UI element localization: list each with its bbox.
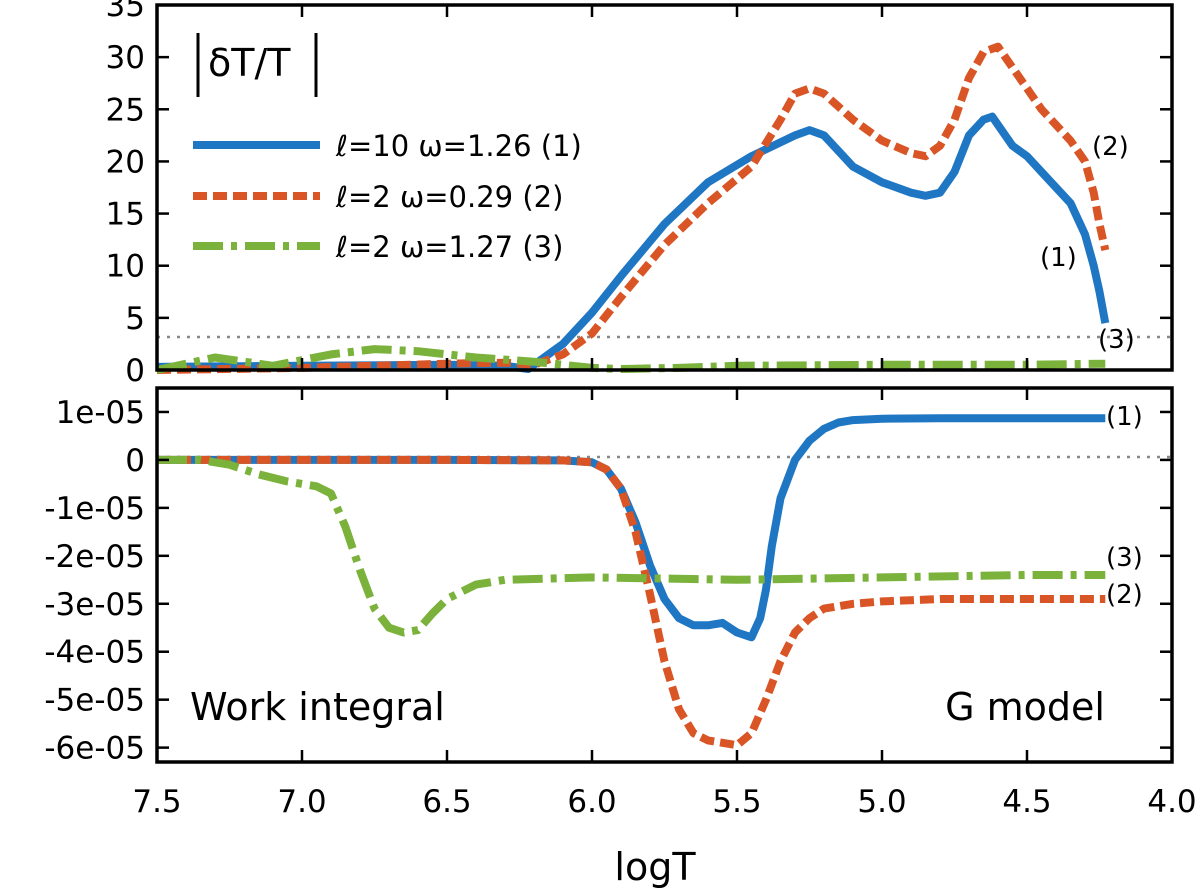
- bottom-ytick-label: -1e-05: [44, 491, 145, 527]
- top-series-3-line: [156, 345, 1106, 374]
- bottom-xtick-label: 6.5: [422, 784, 471, 820]
- legend: ℓ=10 ω=1.26 (1) ℓ=2 ω=0.29 (2) ℓ=2 ω=1.2…: [193, 129, 582, 264]
- bottom-ytick-label: -4e-05: [44, 635, 145, 671]
- bottom-xtick-label: 7.5: [132, 784, 181, 820]
- bottom-series-3-line: [157, 455, 1106, 637]
- legend-label-3: ℓ=2 ω=1.27 (3): [335, 230, 563, 264]
- top-series-2-line: [156, 42, 1110, 374]
- top-y-ticks: 0 5 10 15 20 25 30 35: [106, 0, 1172, 389]
- bottom-ytick-label: -3e-05: [44, 587, 145, 623]
- top-series-1-line: [156, 112, 1110, 373]
- bottom-ytick-label: -2e-05: [44, 539, 145, 575]
- top-tag-2: (2): [1092, 132, 1129, 162]
- bottom-series-2-line: [157, 455, 1106, 750]
- top-tag-1: (1): [1040, 243, 1077, 273]
- top-series-group: [156, 42, 1110, 374]
- bottom-plot-frame: [155, 386, 1174, 764]
- bottom-panel: 1e-05 0 -1e-05 -2e-05 -3e-05 -4e-05 -5e-05 -6e-…: [44, 386, 1197, 889]
- top-ytick-label: 30: [106, 40, 145, 76]
- top-panel-title: δT/T: [196, 33, 318, 97]
- top-ytick-label: 10: [106, 249, 145, 285]
- bottom-tag-3: (3): [1106, 543, 1143, 573]
- bottom-xtick-label: 5.0: [857, 784, 906, 820]
- top-ytick-label: 5: [125, 301, 145, 337]
- annotation-model: G model: [945, 685, 1105, 729]
- bottom-series-group: [157, 414, 1106, 750]
- top-ytick-label: 15: [106, 197, 145, 233]
- top-ytick-label: 0: [125, 353, 145, 389]
- bottom-ytick-label: -5e-05: [44, 683, 145, 719]
- x-axis-title: logT: [614, 845, 696, 889]
- legend-entry-3: ℓ=2 ω=1.27 (3): [193, 230, 563, 264]
- bottom-xtick-label: 4.5: [1002, 784, 1051, 820]
- bottom-series-1-line: [157, 414, 1106, 642]
- bottom-tag-2: (2): [1106, 580, 1143, 610]
- top-tag-3: (3): [1098, 325, 1135, 355]
- bottom-xtick-label: 5.5: [712, 784, 761, 820]
- bottom-xtick-label: 6.0: [567, 784, 616, 820]
- bottom-y-ticks: 1e-05 0 -1e-05 -2e-05 -3e-05 -4e-05 -5e-05 -6e-…: [44, 395, 1172, 767]
- legend-label-2: ℓ=2 ω=0.29 (2): [335, 180, 563, 214]
- bottom-xtick-label: 4.0: [1147, 784, 1196, 820]
- bottom-ytick-label: 1e-05: [56, 395, 145, 431]
- legend-label-1: ℓ=10 ω=1.26 (1): [335, 129, 582, 163]
- legend-entry-1: ℓ=10 ω=1.26 (1): [193, 129, 582, 163]
- top-ytick-label: 25: [106, 92, 145, 128]
- bottom-ytick-label: -6e-05: [44, 731, 145, 767]
- legend-entry-2: ℓ=2 ω=0.29 (2): [193, 180, 563, 214]
- top-plot-frame: [155, 3, 1174, 372]
- bottom-tag-1: (1): [1106, 402, 1143, 432]
- top-title-text: δT/T: [208, 41, 291, 85]
- top-x-ticks: [155, 5, 1174, 370]
- bottom-x-ticks: 7.5 7.0 6.5 6.0 5.5 5.0 4.5 4.0: [132, 388, 1197, 820]
- top-ytick-label: 20: [106, 144, 145, 180]
- top-ytick-label: 35: [106, 0, 145, 24]
- top-panel: 0 5 10 15 20 25 30 35 δT/T ℓ=10 ω=1.26 (1) ℓ=2 …: [106, 0, 1174, 389]
- bottom-xtick-label: 7.0: [277, 784, 326, 820]
- bottom-ytick-label: 0: [125, 443, 145, 479]
- annotation-work-integral: Work integral: [190, 685, 445, 729]
